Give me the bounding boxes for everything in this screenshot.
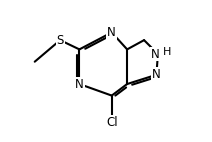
- Text: N: N: [151, 48, 159, 60]
- Text: H: H: [163, 47, 171, 57]
- Text: N: N: [75, 78, 84, 91]
- Text: N: N: [107, 26, 116, 39]
- Text: Cl: Cl: [106, 116, 117, 129]
- Text: S: S: [56, 34, 64, 47]
- Text: N: N: [152, 68, 161, 81]
